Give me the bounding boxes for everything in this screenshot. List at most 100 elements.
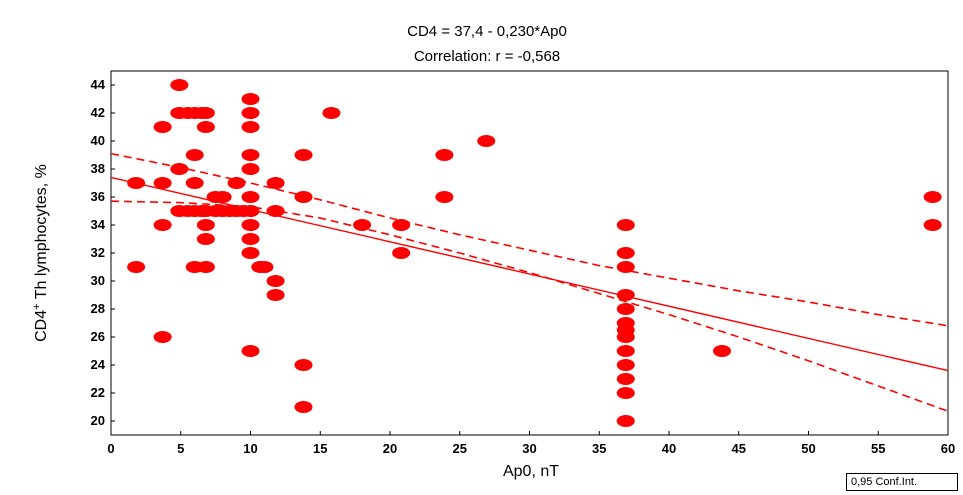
y-tick-label: 28 (91, 301, 105, 316)
y-tick-label: 20 (91, 413, 105, 428)
data-point (241, 233, 260, 245)
y-tick-label: 40 (91, 133, 105, 148)
data-point (294, 401, 313, 413)
y-tick-label: 24 (91, 357, 106, 372)
data-point (196, 107, 215, 119)
data-point (616, 331, 635, 343)
y-axis: 20 22 24 26 28 30 32 34 36 38 40 42 44 (91, 77, 115, 428)
y-tick-label: 26 (91, 329, 105, 344)
data-point (294, 191, 313, 203)
legend: 0,95 Conf.Int. (846, 473, 958, 491)
data-point (616, 303, 635, 315)
data-point (616, 373, 635, 385)
y-axis-label-main: CD4 (33, 310, 50, 342)
y-axis-label: CD4+ Th lymphocytes, % (31, 164, 50, 342)
x-axis-label: Ap0, nT (503, 463, 559, 480)
y-tick-label: 32 (91, 245, 105, 260)
x-tick-label: 45 (732, 441, 746, 456)
x-tick-label: 15 (313, 441, 327, 456)
data-point (294, 149, 313, 161)
data-point (616, 219, 635, 231)
y-tick-label: 44 (91, 77, 106, 92)
data-point (153, 177, 172, 189)
confidence-band-lower (110, 200, 949, 412)
x-tick-label: 40 (662, 441, 676, 456)
data-point (196, 261, 215, 273)
data-point (616, 387, 635, 399)
data-point (616, 359, 635, 371)
data-point (392, 219, 411, 231)
x-tick-label: 50 (801, 441, 815, 456)
data-point (241, 205, 260, 217)
data-point (477, 135, 496, 147)
x-tick-label: 20 (383, 441, 397, 456)
data-point (241, 149, 260, 161)
data-point (153, 331, 172, 343)
data-point (616, 247, 635, 259)
data-point (616, 289, 635, 301)
x-axis: 0 5 10 15 20 25 30 35 40 45 50 55 60 (107, 431, 955, 456)
data-point (392, 247, 411, 259)
data-point (241, 191, 260, 203)
data-point (170, 163, 189, 175)
y-tick-label: 38 (91, 161, 105, 176)
data-point (153, 121, 172, 133)
data-point (616, 415, 635, 427)
data-point (213, 191, 232, 203)
data-point (353, 219, 372, 231)
x-tick-label: 0 (107, 441, 114, 456)
data-point (185, 177, 204, 189)
x-tick-label: 60 (941, 441, 955, 456)
chart-title: CD4 = 37,4 - 0,230*Ap0 (407, 23, 567, 40)
y-axis-label-sup: + (31, 303, 43, 309)
data-point (923, 219, 942, 231)
data-point (170, 79, 189, 91)
data-point (127, 261, 146, 273)
data-point (713, 345, 732, 357)
data-point (241, 219, 260, 231)
data-point (127, 177, 146, 189)
data-point (435, 149, 454, 161)
data-point (294, 359, 313, 371)
data-point (616, 345, 635, 357)
y-axis-label-rest: Th lymphocytes, % (33, 164, 50, 303)
confidence-band-upper (110, 152, 949, 327)
data-point (241, 121, 260, 133)
data-point (196, 219, 215, 231)
y-tick-label: 36 (91, 189, 105, 204)
data-point (227, 177, 246, 189)
data-point (322, 107, 341, 119)
chart-subtitle: Correlation: r = -0,568 (414, 48, 560, 65)
y-tick-label: 42 (91, 105, 105, 120)
x-tick-label: 55 (871, 441, 885, 456)
data-point (266, 205, 285, 217)
data-points (127, 79, 942, 427)
data-point (255, 261, 274, 273)
data-point (185, 149, 204, 161)
data-point (266, 275, 285, 287)
data-point (241, 93, 260, 105)
legend-label: 0,95 Conf.Int. (851, 476, 918, 488)
x-tick-label: 30 (522, 441, 536, 456)
data-point (923, 191, 942, 203)
data-point (266, 177, 285, 189)
data-point (266, 289, 285, 301)
data-point (241, 163, 260, 175)
x-tick-label: 35 (592, 441, 606, 456)
x-tick-label: 5 (177, 441, 184, 456)
data-point (241, 247, 260, 259)
data-point (435, 191, 454, 203)
y-tick-label: 34 (91, 217, 106, 232)
data-point (616, 261, 635, 273)
y-tick-label: 30 (91, 273, 105, 288)
data-point (196, 233, 215, 245)
data-point (241, 345, 260, 357)
data-point (153, 219, 172, 231)
y-tick-label: 22 (91, 385, 105, 400)
plot-area (110, 70, 949, 436)
x-tick-label: 10 (243, 441, 257, 456)
x-tick-label: 25 (453, 441, 467, 456)
data-point (241, 107, 260, 119)
